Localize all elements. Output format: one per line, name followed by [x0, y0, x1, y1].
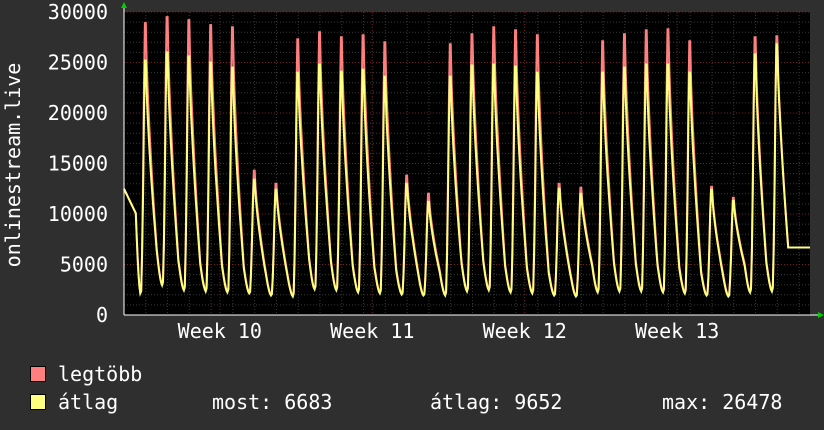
legend-label-max: legtöbb	[58, 362, 143, 386]
legend-item-avg: átlag	[30, 390, 118, 414]
axes	[121, 2, 824, 318]
x-tick-label: Week 12	[483, 319, 567, 343]
stat-max: max: 26478	[662, 390, 783, 414]
x-tick-label: Week 11	[330, 319, 414, 343]
y-tick-label: 15000	[48, 152, 108, 176]
y-axis-label: onlinestream.live	[1, 63, 25, 268]
x-tick-label: Week 13	[635, 319, 719, 343]
legend-swatch-max	[30, 366, 46, 382]
y-tick-label: 10000	[48, 202, 108, 226]
stat-average: átlag: 9652	[430, 390, 563, 414]
y-tick-label: 0	[96, 303, 108, 327]
y-tick-label: 30000	[48, 0, 108, 24]
y-tick-label: 5000	[60, 253, 108, 277]
grid	[124, 11, 810, 315]
y-tick-label: 20000	[48, 101, 108, 125]
y-tick-label: 25000	[48, 51, 108, 75]
series-line-avg	[123, 43, 810, 299]
x-axis-arrow-icon	[818, 312, 824, 318]
series-layer	[123, 16, 810, 299]
legend-label-avg: átlag	[58, 390, 119, 414]
y-axis-arrow-icon	[121, 2, 127, 8]
x-tick-labels: Week 10 Week 11 Week 12 Week 13	[178, 319, 720, 343]
legend-swatch-avg	[30, 394, 46, 410]
legend-item-max: legtöbb	[30, 362, 142, 386]
stat-current: most: 6683	[212, 390, 333, 414]
y-tick-labels: 0 5000 10000 15000 20000 25000 30000	[48, 0, 108, 327]
x-tick-label: Week 10	[178, 319, 262, 343]
